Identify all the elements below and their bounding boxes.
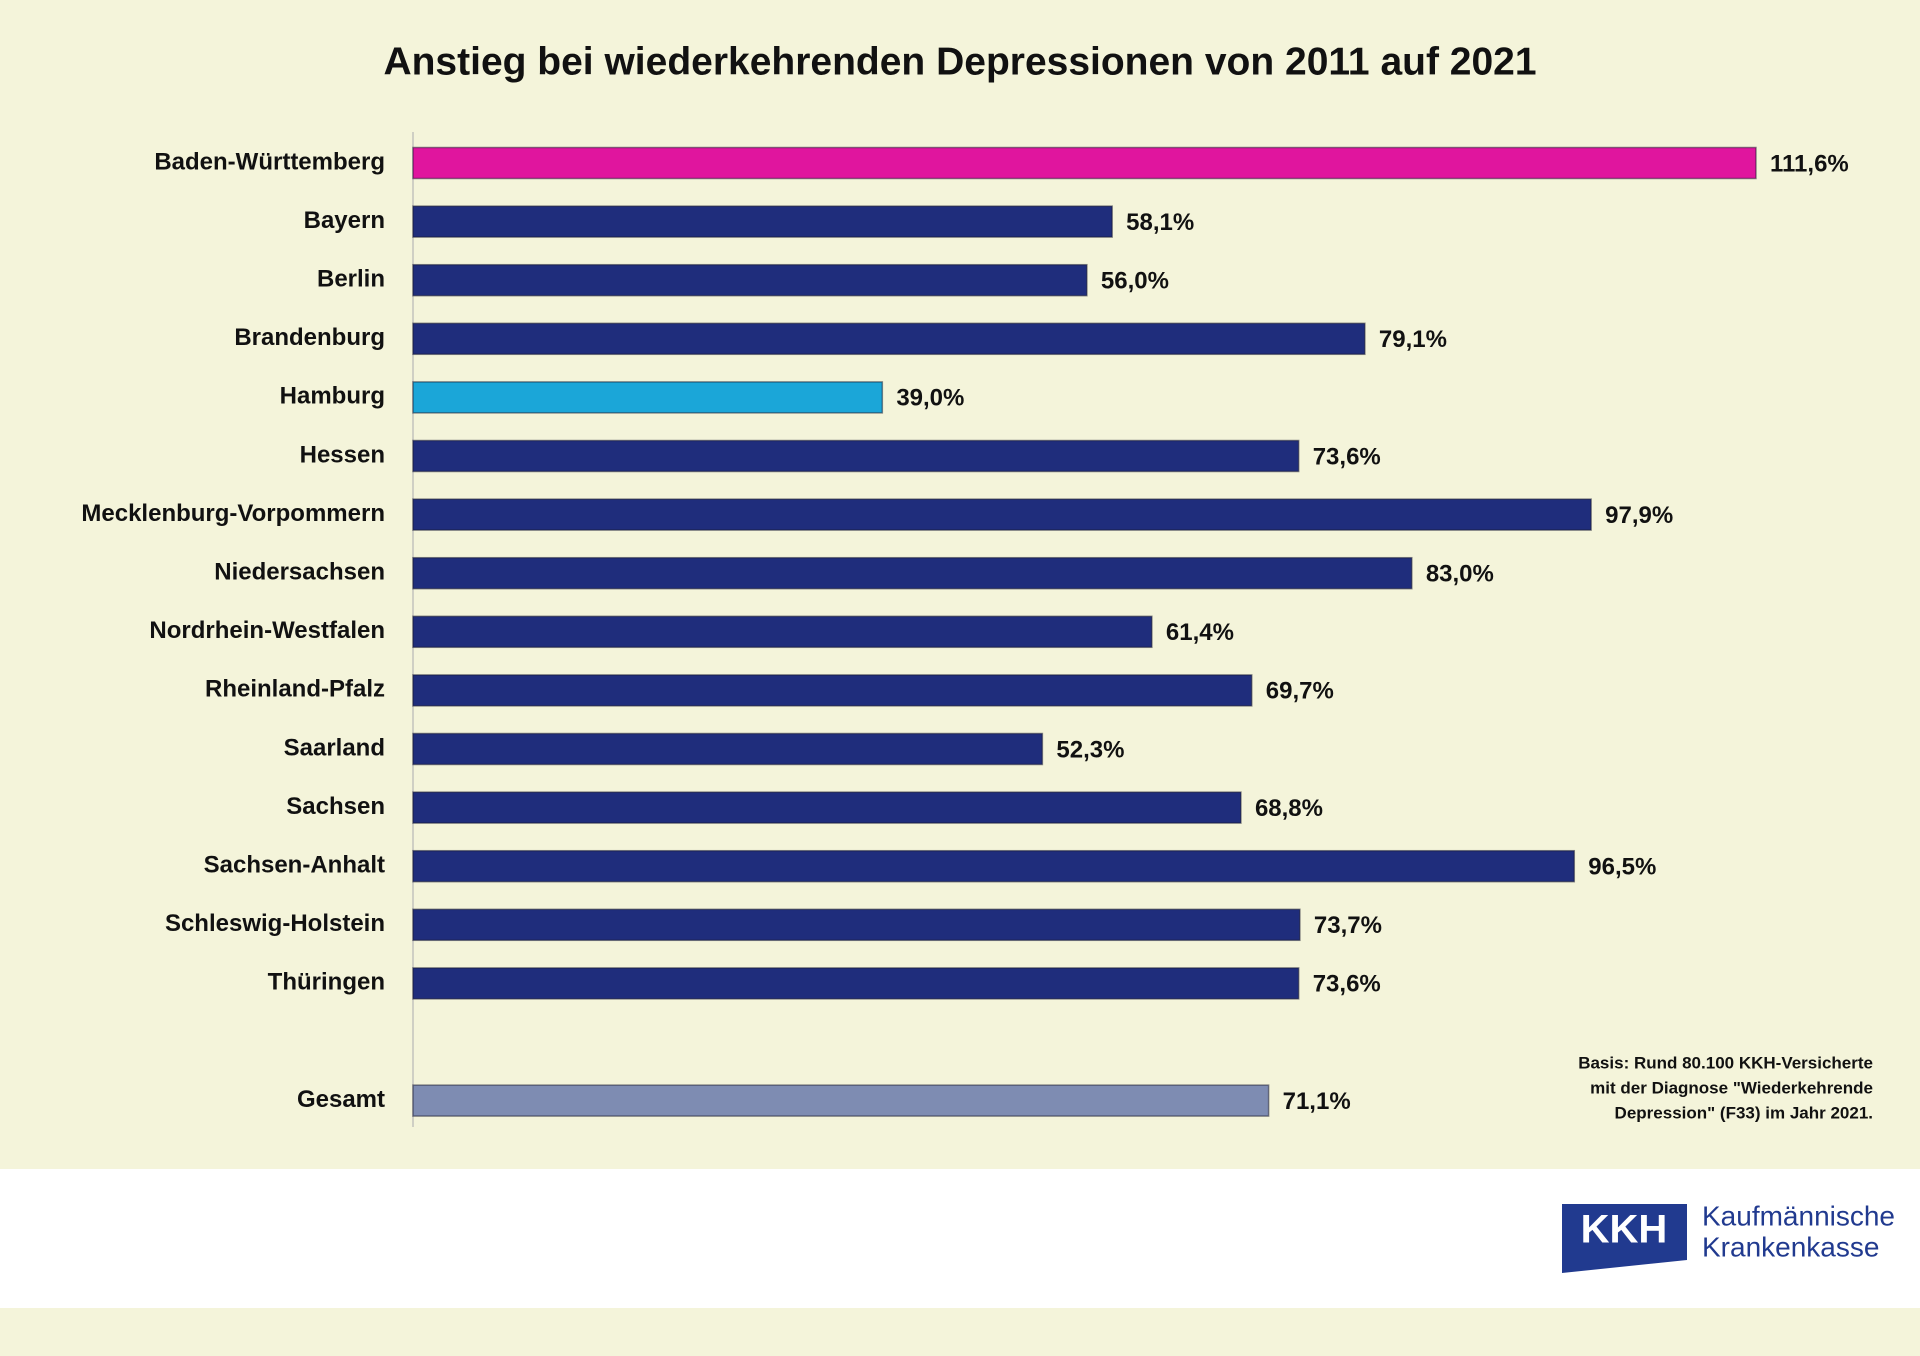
bar	[412, 967, 1300, 1000]
category-label: Gesamt	[297, 1086, 385, 1113]
category-label: Brandenburg	[234, 324, 385, 351]
category-label: Rheinland-Pfalz	[205, 676, 385, 703]
footer-band	[0, 1308, 1920, 1356]
category-label: Nordrhein-Westfalen	[149, 617, 385, 644]
logo-line: Kaufmännische	[1702, 1200, 1895, 1231]
bar	[412, 146, 1757, 180]
logo-short: KKH	[1581, 1208, 1668, 1252]
category-label: Berlin	[317, 266, 385, 293]
category-label: Schleswig-Holstein	[165, 910, 385, 937]
value-label: 56,0%	[1101, 268, 1169, 295]
logo-line: Krankenkasse	[1702, 1231, 1879, 1262]
category-label: Mecklenburg-Vorpommern	[81, 500, 385, 527]
value-label: 61,4%	[1166, 619, 1234, 646]
category-label: Hamburg	[280, 383, 385, 410]
bar	[412, 732, 1044, 766]
bar	[412, 205, 1113, 238]
value-label: 96,5%	[1588, 854, 1656, 881]
value-label: 69,7%	[1266, 678, 1334, 705]
category-label: Baden-Württemberg	[154, 148, 385, 175]
value-label: 79,1%	[1379, 326, 1447, 353]
category-label: Sachsen	[286, 793, 385, 820]
value-label: 73,7%	[1314, 912, 1382, 939]
bar	[412, 908, 1301, 942]
value-label: 73,6%	[1313, 971, 1381, 998]
bar	[412, 322, 1366, 356]
value-label: 58,1%	[1126, 209, 1194, 236]
category-label: Bayern	[304, 207, 385, 234]
footnote: Basis: Rund 80.100 KKH-Versicherte	[1578, 1053, 1873, 1072]
category-label: Hessen	[300, 441, 385, 468]
value-label: 71,1%	[1283, 1088, 1351, 1115]
category-label: Sachsen-Anhalt	[204, 852, 385, 879]
bar	[412, 556, 1413, 590]
value-label: 39,0%	[896, 385, 964, 412]
category-label: Niedersachsen	[214, 559, 385, 586]
bar	[412, 674, 1253, 707]
bar	[412, 791, 1242, 824]
logo: KKH Kaufmännische Krankenkasse	[1562, 1200, 1895, 1273]
chart-title: Anstieg bei wiederkehrenden Depressionen…	[383, 40, 1536, 83]
value-label: 73,6%	[1313, 443, 1381, 470]
bar	[412, 263, 1088, 297]
value-label: 83,0%	[1426, 561, 1494, 588]
value-label: 111,6%	[1770, 150, 1849, 177]
bar	[412, 381, 884, 414]
bar	[412, 498, 1592, 531]
bar	[412, 1084, 1270, 1117]
footnote: mit der Diagnose "Wiederkehrende	[1590, 1078, 1873, 1097]
value-label: 97,9%	[1605, 502, 1673, 529]
value-label: 68,8%	[1255, 795, 1323, 822]
category-label: Saarland	[284, 734, 385, 761]
value-label: 52,3%	[1056, 736, 1124, 763]
logo-box	[1562, 1204, 1687, 1273]
bar	[412, 849, 1576, 883]
category-label: Thüringen	[268, 969, 385, 996]
bar	[412, 615, 1153, 649]
footnote: Depression" (F33) im Jahr 2021.	[1615, 1103, 1873, 1122]
bar	[412, 439, 1300, 473]
